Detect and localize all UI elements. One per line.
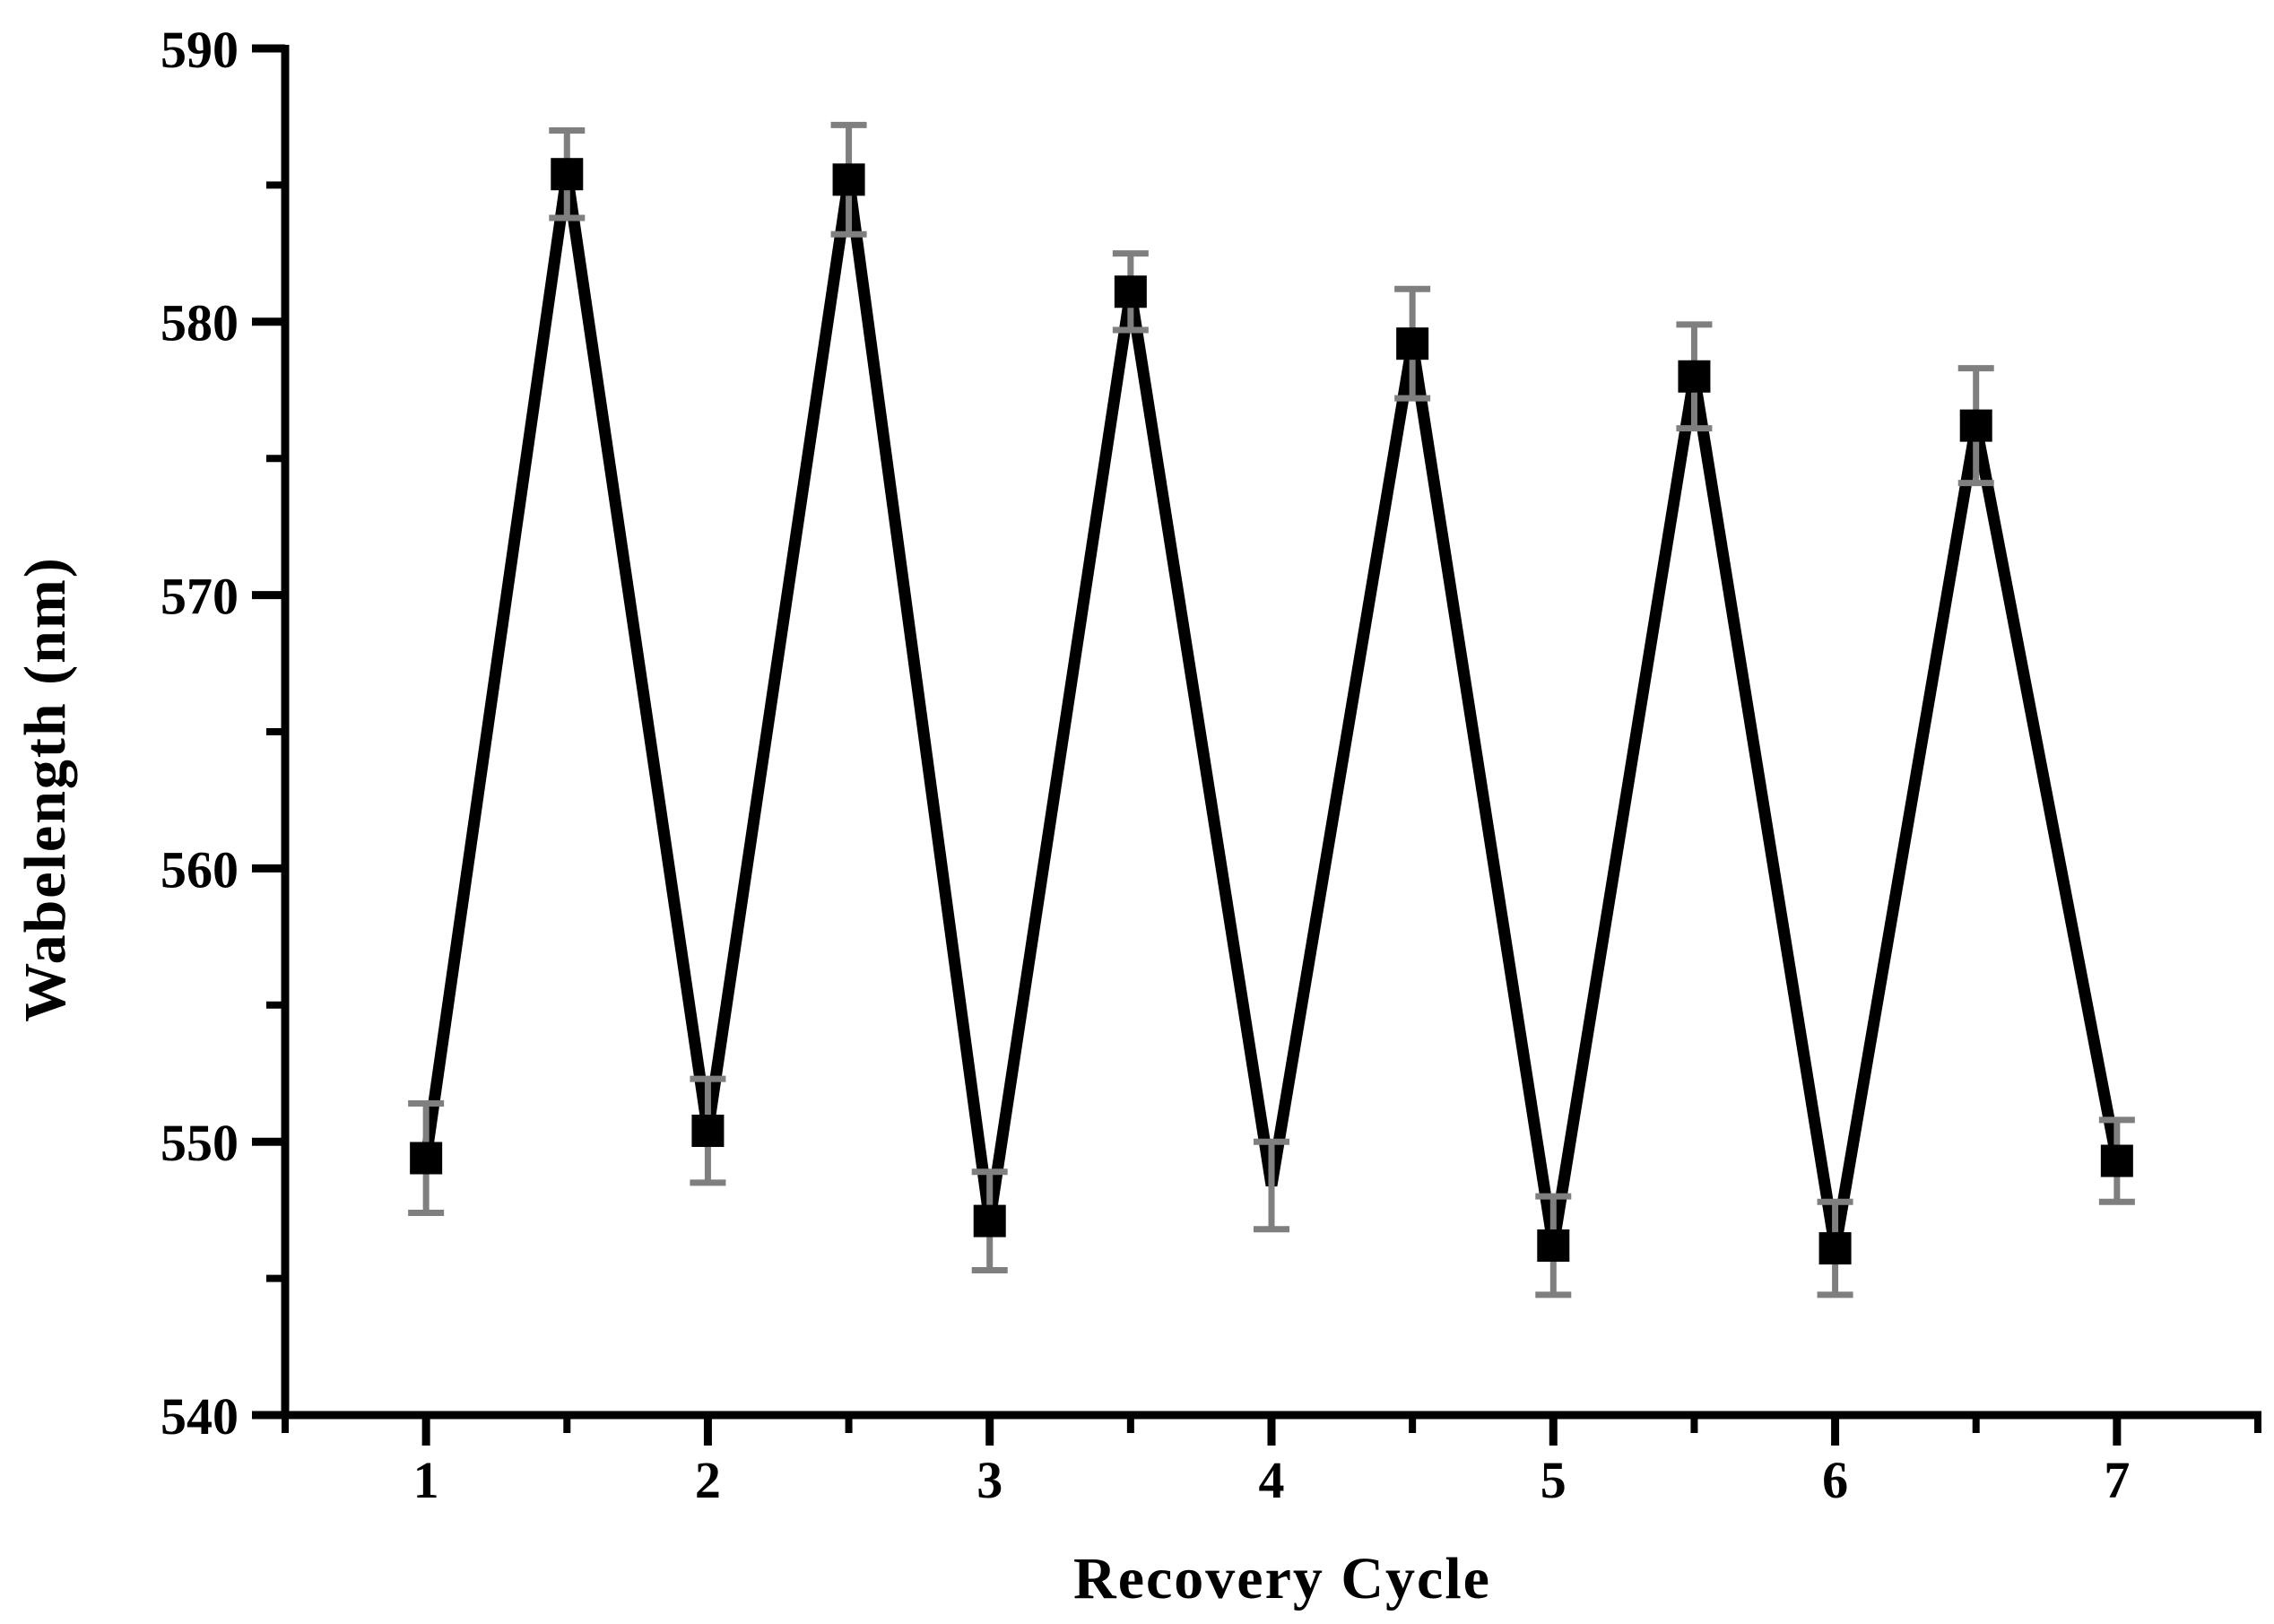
data-point-marker xyxy=(691,1115,725,1148)
data-point-marker xyxy=(1959,409,1992,442)
data-point-marker xyxy=(410,1142,443,1175)
y-tick-label: 570 xyxy=(161,567,239,625)
data-point-marker xyxy=(2100,1144,2133,1177)
y-axis-title: Wabelength (nm) xyxy=(13,556,78,1022)
y-tick-label: 560 xyxy=(161,840,239,899)
x-tick-label: 7 xyxy=(2104,1451,2130,1509)
x-tick-label: 4 xyxy=(1259,1451,1285,1509)
data-point-marker xyxy=(1537,1229,1570,1263)
plot-area: 540 550 560 570 580 590 1 2 3 4 5 6 7 xyxy=(161,21,2261,1509)
y-tick-label: 590 xyxy=(161,21,239,79)
data-point-marker xyxy=(1396,327,1429,360)
x-tick-label: 3 xyxy=(976,1451,1002,1509)
x-tick-label: 1 xyxy=(413,1451,439,1509)
y-tick-label: 540 xyxy=(161,1387,239,1446)
x-axis-title: Recovery Cycle xyxy=(1073,1546,1491,1611)
data-point-marker xyxy=(551,158,584,191)
y-tick-label: 550 xyxy=(161,1114,239,1172)
y-tick-label: 580 xyxy=(161,294,239,352)
data-point-marker xyxy=(973,1204,1006,1238)
data-point-marker xyxy=(1114,275,1147,308)
x-tick-label: 2 xyxy=(695,1451,721,1509)
x-tick-label: 6 xyxy=(1822,1451,1848,1509)
data-series-line xyxy=(420,173,2123,1250)
data-point-marker xyxy=(832,163,865,196)
x-tick-label: 5 xyxy=(1541,1451,1567,1509)
data-point-marker xyxy=(1678,360,1711,393)
data-point-marker xyxy=(1818,1232,1852,1265)
